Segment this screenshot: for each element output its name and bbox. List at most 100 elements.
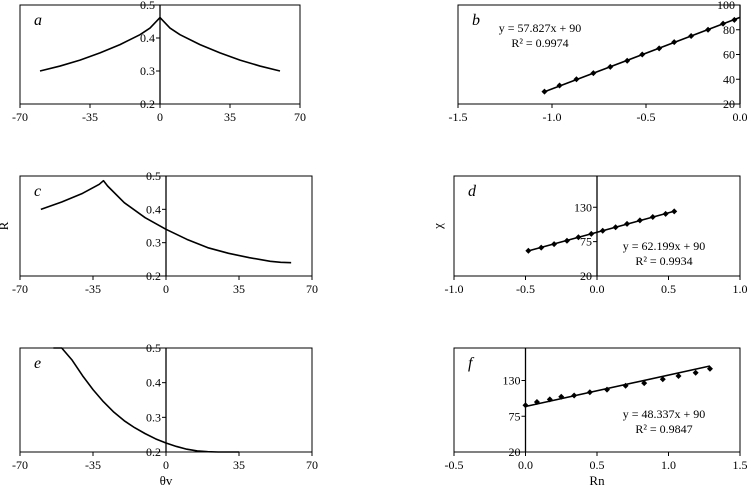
plot-frame (453, 347, 741, 453)
data-point (639, 51, 646, 58)
x-tick-label: -0.5 (637, 110, 656, 124)
y-tick-label: 75 (580, 235, 592, 249)
y-tick-label: 60 (723, 48, 735, 62)
data-point (705, 26, 712, 33)
x-tick-label: 0.5 (590, 458, 605, 472)
y-axis-title: R (0, 221, 11, 230)
y-tick-label: 0.5 (140, 0, 155, 12)
panel-letter: b (472, 12, 480, 29)
data-point (571, 392, 578, 399)
data-point (706, 365, 713, 372)
x-tick-label: -1.5 (449, 110, 468, 124)
x-tick-label: -0.5 (516, 282, 535, 296)
series-line (40, 179, 292, 264)
data-point (558, 393, 565, 400)
data-point (659, 376, 666, 383)
data-point (533, 398, 540, 405)
panel-d: -1.0 -0.5 0.0 0.5 1.0 20 75 130 d y = 62.199x + 9… (430, 175, 748, 296)
panel-letter: a (34, 12, 42, 29)
x-tick-label: -35 (85, 282, 101, 296)
x-tick-label: -35 (85, 458, 101, 472)
data-point (563, 237, 570, 244)
trend-line (525, 365, 711, 408)
x-tick-label: 1.0 (661, 458, 676, 472)
y-tick-label: 0.4 (146, 202, 161, 216)
data-point (590, 70, 597, 77)
r-squared-label: R² = 0.9847 (635, 422, 692, 436)
y-tick-label: 0.4 (140, 31, 155, 45)
data-point (604, 386, 611, 393)
y-tick-label: 0.3 (146, 236, 161, 250)
panel-letter: f (468, 355, 475, 372)
data-point (692, 369, 699, 376)
data-point (551, 241, 558, 248)
x-tick-label: 70 (306, 458, 318, 472)
x-tick-label: -70 (12, 458, 28, 472)
panel-e: -70 -35 0 35 70 0.2 0.3 0.4 0.5 e θv (12, 341, 318, 488)
regression-equation: y = 57.827x + 90 (499, 21, 582, 35)
panel-b: -1.5 -1.0 -0.5 0.020 40 60 80 100 b y = 57.827x +… (449, 0, 748, 124)
panel-f: -0.5 0.0 0.5 1.0 1.5 20 75 130 f y = 48.337x + 90… (445, 347, 748, 488)
data-point (675, 372, 682, 379)
y-tick-label: 130 (503, 374, 521, 388)
r-squared-label: R² = 0.9974 (511, 36, 568, 50)
y-tick-label: 0.3 (146, 410, 161, 424)
x-tick-label: 0.0 (590, 282, 605, 296)
y-tick-label: 0.2 (146, 269, 161, 283)
y-tick-label: 20 (580, 269, 592, 283)
data-point (586, 389, 593, 396)
x-tick-label: -70 (12, 282, 28, 296)
plot-frame (457, 4, 741, 105)
x-tick-label: 0 (163, 458, 169, 472)
data-point (636, 217, 643, 224)
x-tick-label: 35 (224, 110, 236, 124)
regression-equation: y = 48.337x + 90 (623, 407, 706, 421)
x-tick-label: 35 (233, 458, 245, 472)
y-tick-label: 130 (574, 200, 592, 214)
x-axis-title: Rn (589, 473, 605, 488)
y-tick-label: 0.2 (140, 97, 155, 111)
y-tick-label: 20 (723, 97, 735, 111)
data-point (731, 16, 738, 23)
data-point (662, 210, 669, 217)
data-point (525, 247, 532, 254)
x-tick-label: 0.0 (733, 110, 748, 124)
y-tick-label: 80 (723, 23, 735, 37)
x-tick-label: 0 (163, 282, 169, 296)
r-squared-label: R² = 0.9934 (635, 254, 692, 268)
x-tick-label: -1.0 (543, 110, 562, 124)
x-tick-label: 1.5 (733, 458, 748, 472)
x-tick-label: 0.5 (661, 282, 676, 296)
data-point (622, 382, 629, 389)
panel-a: -70 -35 0 35 70 0.2 0.3 0.4 0.5 a (12, 0, 306, 124)
data-point (720, 20, 727, 27)
panel-letter: d (468, 183, 477, 200)
data-point (573, 76, 580, 83)
y-tick-label: 100 (717, 0, 735, 12)
regression-equation: y = 62.199x + 90 (623, 239, 706, 253)
data-point (541, 88, 548, 95)
x-axis-title: θv (160, 473, 173, 488)
y-tick-label: 40 (723, 72, 735, 86)
panel-c: -70 -35 0 35 70 0.2 0.3 0.4 0.5 c R (0, 169, 318, 296)
data-point (671, 39, 678, 46)
data-point (599, 227, 606, 234)
x-tick-label: -35 (82, 110, 98, 124)
y-axis-title: χ (430, 223, 445, 230)
y-tick-label: 0.2 (146, 445, 161, 459)
y-tick-label: 0.5 (146, 169, 161, 183)
data-point (588, 230, 595, 237)
data-point (607, 63, 614, 70)
x-tick-label: -0.5 (445, 458, 464, 472)
x-tick-label: -1.0 (445, 282, 464, 296)
y-tick-label: 75 (509, 409, 521, 423)
x-tick-label: 35 (233, 282, 245, 296)
x-tick-label: 0 (157, 110, 163, 124)
data-point (624, 220, 631, 227)
data-point (688, 32, 695, 39)
data-point (546, 396, 553, 403)
y-tick-label: 20 (509, 445, 521, 459)
data-point (656, 45, 663, 52)
data-point (538, 244, 545, 251)
